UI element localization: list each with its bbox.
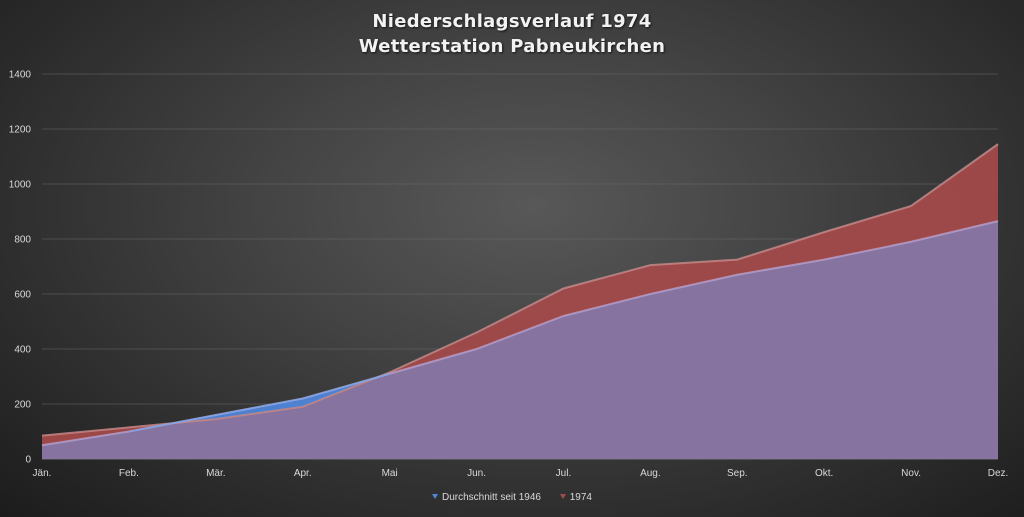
area-overlap	[42, 221, 998, 459]
y-axis: 0 200 400 600 800 1000 1200 1400	[9, 70, 32, 466]
x-tick-label: Mär.	[206, 468, 225, 479]
y-tick-label: 200	[14, 400, 31, 411]
x-tick-label: Nov.	[901, 468, 921, 479]
legend-label: 1974	[569, 492, 592, 503]
y-tick-label: 1200	[9, 125, 32, 136]
x-tick-label: Dez.	[988, 468, 1009, 479]
y-tick-label: 1400	[9, 70, 32, 81]
legend-item-series-2[interactable]: 1974	[559, 492, 592, 503]
x-tick-label: Jul.	[556, 468, 572, 479]
x-tick-label: Apr.	[294, 468, 312, 479]
line-series-1-highlight	[128, 373, 390, 433]
y-tick-label: 600	[14, 290, 31, 301]
x-tick-label: Mai	[382, 468, 398, 479]
legend-marker-icon	[559, 494, 566, 499]
legend-item-series-1[interactable]: Durchschnitt seit 1946	[432, 492, 541, 503]
x-tick-label: Jän.	[33, 468, 52, 479]
legend: Durchschnitt seit 1946 1974	[0, 492, 1024, 503]
x-axis: Jän. Feb. Mär. Apr. Mai Jun. Jul. Aug. Sep. Okt. N…	[33, 468, 1009, 479]
y-tick-label: 800	[14, 235, 31, 246]
x-tick-label: Jun.	[467, 468, 486, 479]
x-tick-label: Sep.	[727, 468, 748, 479]
y-tick-label: 400	[14, 345, 31, 356]
chart-title-line-2: Wetterstation Pabneukirchen	[358, 36, 666, 57]
line-series-2	[41, 143, 999, 437]
y-tick-label: 1000	[9, 180, 32, 191]
legend-label: Durchschnitt seit 1946	[442, 492, 541, 503]
chart-title-line-1: Niederschlagsverlauf 1974	[372, 11, 652, 32]
x-tick-label: Feb.	[119, 468, 139, 479]
x-tick-label: Aug.	[640, 468, 661, 479]
legend-marker-icon	[432, 494, 438, 499]
x-tick-label: Okt.	[815, 468, 833, 479]
plot-areas	[41, 143, 999, 459]
y-tick-label: 0	[25, 455, 31, 466]
